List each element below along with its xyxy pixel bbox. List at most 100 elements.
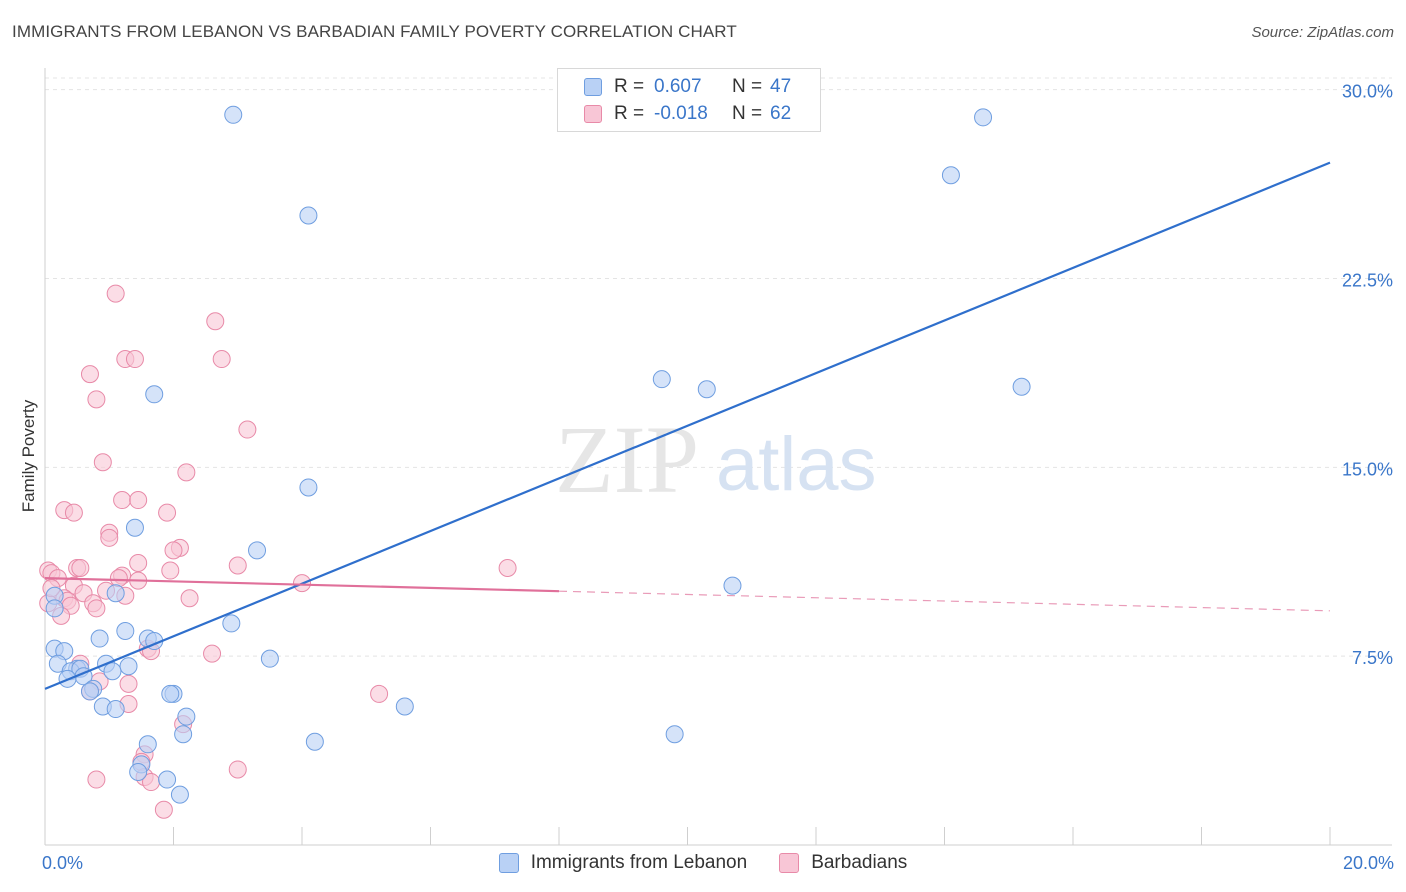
series-legend: Immigrants from Lebanon Barbadians: [0, 852, 1406, 874]
lebanon-point: [224, 105, 243, 124]
barbadian-point: [203, 644, 222, 663]
legend-label-lebanon: Immigrants from Lebanon: [530, 852, 748, 873]
barbadian-point: [228, 556, 247, 575]
legend-r-label: R =: [614, 103, 645, 124]
barbadian-point: [129, 491, 148, 510]
y-tick-labels: 7.5% 15.0% 22.5% 30.0%: [1342, 82, 1393, 669]
legend-row-lebanon: R = 0.607 N = 47: [584, 75, 791, 99]
legend-n-label: N =: [732, 103, 763, 124]
lebanon-point: [1012, 377, 1031, 396]
legend-r-label: R =: [614, 76, 645, 97]
lebanon-point: [170, 785, 189, 804]
barbadian-point: [87, 770, 106, 789]
trend-lines: [44, 161, 1331, 690]
legend-item-lebanon[interactable]: Immigrants from Lebanon: [498, 852, 748, 874]
grid-lines: [45, 77, 1392, 657]
legend-swatch-pink: [584, 105, 602, 123]
barbadian-point: [109, 569, 128, 588]
lebanon-point: [723, 576, 742, 595]
barbadian-point: [238, 420, 257, 439]
source-label: Source: ZipAtlas.com: [1251, 24, 1394, 41]
lebanon-point: [161, 684, 180, 703]
barbadian-point: [370, 684, 389, 703]
legend-n-label: N =: [732, 76, 763, 97]
lebanon-point: [665, 725, 684, 744]
lebanon-point: [395, 697, 414, 716]
watermark-zip: ZIP: [555, 406, 699, 513]
y-tick-label: 7.5%: [1352, 648, 1393, 668]
x-tick-label: 0.0%: [42, 853, 83, 873]
watermark-atlas: atlas: [716, 422, 877, 507]
y-tick-label: 30.0%: [1342, 82, 1393, 102]
lebanon-point: [90, 629, 109, 648]
lebanon-point: [45, 599, 64, 618]
barbadian-point: [87, 599, 106, 618]
barbadian-point: [119, 674, 138, 693]
barbadian-point: [177, 463, 196, 482]
watermark: ZIP atlas: [555, 406, 877, 513]
barbadian-point: [498, 559, 517, 578]
correlation-legend: R = 0.607 N = 47 R = -0.018 N = 62: [557, 68, 821, 132]
barbadian-point: [228, 760, 247, 779]
lebanon-point: [222, 614, 241, 633]
lebanon-point: [248, 541, 267, 560]
y-axis-label: Family Poverty: [19, 399, 38, 512]
lebanon-point: [299, 478, 318, 497]
legend-row-barbadians: R = -0.018 N = 62: [584, 102, 791, 126]
barbadian-point: [164, 541, 183, 560]
lebanon-point: [116, 621, 135, 640]
lebanon-point: [103, 662, 122, 681]
lebanon-point: [106, 584, 125, 603]
lebanon-point: [974, 108, 993, 127]
barbadian-point: [106, 284, 125, 303]
legend-swatch-blue: [498, 853, 519, 873]
chart-title: IMMIGRANTS FROM LEBANON VS BARBADIAN FAM…: [12, 22, 737, 41]
barbadian-point: [80, 365, 99, 384]
lebanon-point: [145, 385, 164, 404]
x-tick-label: 20.0%: [1343, 853, 1394, 873]
lebanon-point: [129, 762, 148, 781]
lebanon-point: [260, 649, 279, 668]
barbadian-point: [125, 350, 144, 369]
legend-label-barbadians: Barbadians: [811, 852, 908, 873]
barbadian-point: [129, 553, 148, 572]
lebanon-point: [305, 732, 324, 751]
lebanon-point: [697, 380, 716, 399]
lebanon-points: [45, 105, 1031, 804]
lebanon-point: [177, 707, 196, 726]
barbadian-point: [180, 589, 199, 608]
lebanon-point: [174, 725, 193, 744]
barbadian-point: [158, 503, 177, 522]
legend-swatch-blue: [584, 78, 602, 96]
lebanon-trend-line: [44, 161, 1331, 690]
lebanon-point: [80, 682, 99, 701]
x-tick-labels: 0.0% 20.0%: [42, 853, 1394, 873]
legend-n-value: 47: [770, 76, 792, 97]
lebanon-point: [138, 735, 157, 754]
barbadian-point: [71, 559, 90, 578]
barbadian-point: [113, 491, 132, 510]
legend-n-value: 62: [770, 103, 792, 124]
barbadian-point: [87, 390, 106, 409]
barbadian-point: [93, 453, 112, 472]
lebanon-point: [106, 700, 125, 719]
lebanon-point: [158, 770, 177, 789]
barbadian-trend-line-dashed: [558, 590, 1331, 612]
barbadian-point: [206, 312, 225, 331]
y-tick-label: 15.0%: [1342, 459, 1393, 479]
lebanon-point: [299, 206, 318, 225]
barbadian-point: [100, 528, 119, 547]
legend-item-barbadians[interactable]: Barbadians: [779, 852, 907, 874]
barbadian-point: [64, 503, 83, 522]
barbadians-points: [39, 284, 517, 819]
y-tick-label: 22.5%: [1342, 270, 1393, 290]
legend-r-value: -0.018: [654, 103, 708, 124]
lebanon-point: [125, 518, 144, 537]
barbadian-point: [154, 800, 173, 819]
barbadian-trend-line: [44, 577, 560, 593]
legend-swatch-pink: [779, 853, 800, 873]
axes: [44, 68, 1392, 846]
barbadian-point: [212, 350, 231, 369]
lebanon-point: [652, 370, 671, 389]
